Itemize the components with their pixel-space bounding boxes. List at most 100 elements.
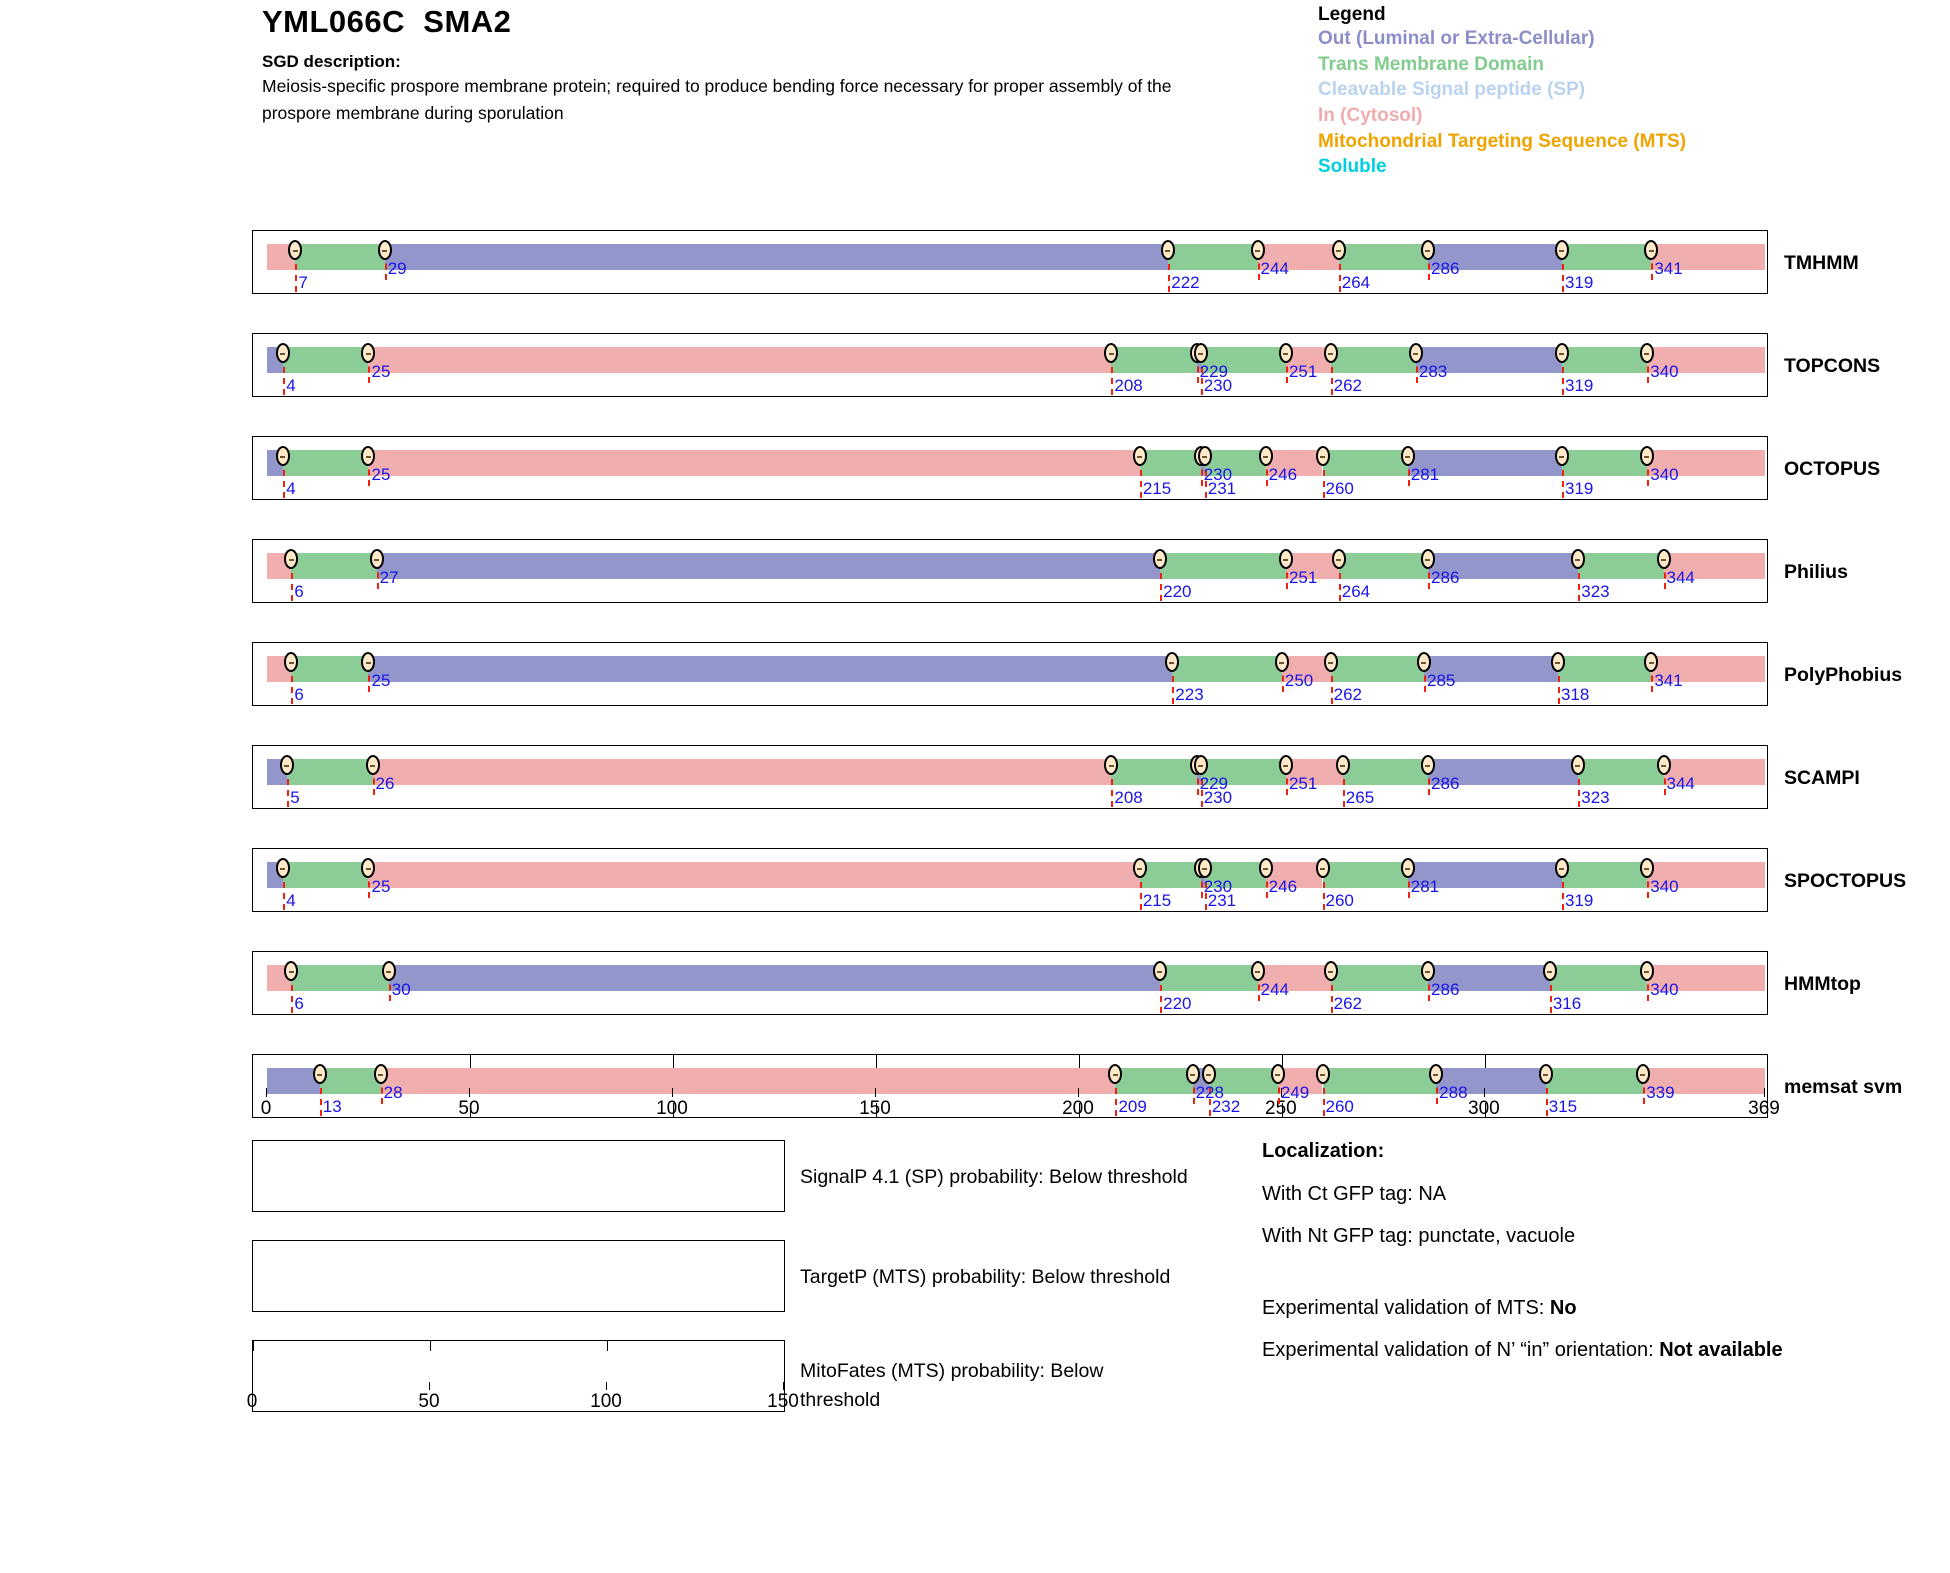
boundary-marker[interactable] — [1193, 343, 1208, 363]
boundary-marker[interactable] — [1315, 446, 1330, 466]
boundary-label: 340 — [1650, 362, 1679, 381]
boundary-marker[interactable] — [1185, 1064, 1200, 1084]
boundary-marker[interactable] — [1201, 1064, 1216, 1084]
boundary-marker[interactable] — [1421, 240, 1436, 260]
boundary-marker[interactable] — [1335, 755, 1350, 775]
boundary-marker[interactable] — [1408, 343, 1423, 363]
boundary-marker[interactable] — [1258, 446, 1273, 466]
boundary-marker[interactable] — [1400, 446, 1415, 466]
boundary-marker[interactable] — [1571, 549, 1586, 569]
boundary-marker[interactable] — [1331, 240, 1346, 260]
track-plot-area[interactable]: 4 25 215 230 231 246 260 281 319 340 — [252, 848, 1768, 912]
boundary-marker[interactable] — [1153, 961, 1168, 981]
boundary-marker[interactable] — [1429, 1064, 1444, 1084]
boundary-marker[interactable] — [1400, 858, 1415, 878]
boundary-tick-line — [1428, 253, 1431, 280]
segment-tm — [1342, 759, 1429, 785]
probability-plot-3[interactable] — [252, 1340, 785, 1412]
boundary-marker[interactable] — [1555, 858, 1570, 878]
boundary-marker[interactable] — [1315, 858, 1330, 878]
boundary-marker[interactable] — [284, 549, 299, 569]
boundary-marker[interactable] — [1421, 549, 1436, 569]
track-plot-area[interactable]: 6 25 223 250 262 285 318 341 — [252, 642, 1768, 706]
boundary-marker[interactable] — [1542, 961, 1557, 981]
boundary-marker[interactable] — [361, 858, 376, 878]
boundary-marker[interactable] — [1250, 961, 1265, 981]
boundary-marker[interactable] — [1538, 1064, 1553, 1084]
track-plot-area[interactable]: 4 25 215 230 231 246 260 281 319 340 — [252, 436, 1768, 500]
boundary-marker[interactable] — [284, 961, 299, 981]
boundary-marker[interactable] — [1161, 240, 1176, 260]
boundary-marker[interactable] — [1132, 858, 1147, 878]
boundary-marker[interactable] — [1153, 549, 1168, 569]
boundary-marker[interactable] — [276, 858, 291, 878]
boundary-marker[interactable] — [1640, 858, 1655, 878]
boundary-marker[interactable] — [276, 343, 291, 363]
track-row: 13 28 209 228 232 249 260 288 315 339 memsat svm — [252, 1054, 1902, 1118]
boundary-marker[interactable] — [1323, 961, 1338, 981]
boundary-marker[interactable] — [1636, 1064, 1651, 1084]
boundary-marker[interactable] — [280, 755, 295, 775]
boundary-label: 286 — [1431, 568, 1460, 587]
boundary-marker[interactable] — [1656, 549, 1671, 569]
boundary-marker[interactable] — [1315, 1064, 1330, 1084]
boundary-marker[interactable] — [1270, 1064, 1285, 1084]
boundary-marker[interactable] — [284, 652, 299, 672]
boundary-marker[interactable] — [1555, 343, 1570, 363]
boundary-marker[interactable] — [1323, 652, 1338, 672]
boundary-marker[interactable] — [1640, 961, 1655, 981]
boundary-marker[interactable] — [1640, 446, 1655, 466]
boundary-marker[interactable] — [1278, 549, 1293, 569]
boundary-marker[interactable] — [1644, 240, 1659, 260]
boundary-label: 230 — [1203, 376, 1233, 395]
boundary-marker[interactable] — [1644, 652, 1659, 672]
boundary-marker[interactable] — [1197, 446, 1212, 466]
track-plot-area[interactable]: 13 28 209 228 232 249 260 288 315 339 — [252, 1054, 1768, 1118]
boundary-tick-line — [1423, 665, 1426, 692]
boundary-marker[interactable] — [1656, 755, 1671, 775]
track-plot-area[interactable]: 6 30 220 244 262 286 316 340 — [252, 951, 1768, 1015]
boundary-marker[interactable] — [377, 240, 392, 260]
boundary-marker[interactable] — [312, 1064, 327, 1084]
boundary-marker[interactable] — [361, 446, 376, 466]
track-plot-area[interactable]: 4 25 208 229 230 251 262 283 319 340 — [252, 333, 1768, 397]
boundary-marker[interactable] — [276, 446, 291, 466]
boundary-marker[interactable] — [1278, 343, 1293, 363]
track-plot-area[interactable]: 6 27 220 251 264 286 323 344 — [252, 539, 1768, 603]
track-plot-area[interactable]: 5 26 208 229 230 251 265 286 323 344 — [252, 745, 1768, 809]
boundary-marker[interactable] — [373, 1064, 388, 1084]
probability-plot-2[interactable] — [252, 1240, 785, 1312]
boundary-marker[interactable] — [1640, 343, 1655, 363]
boundary-marker[interactable] — [1274, 652, 1289, 672]
boundary-marker[interactable] — [369, 549, 384, 569]
boundary-marker[interactable] — [1104, 755, 1119, 775]
boundary-marker[interactable] — [1571, 755, 1586, 775]
probability-plot-1[interactable] — [252, 1140, 785, 1212]
boundary-marker[interactable] — [1416, 652, 1431, 672]
boundary-marker[interactable] — [381, 961, 396, 981]
boundary-marker[interactable] — [1421, 755, 1436, 775]
axis-tick-label: 369 — [1748, 1098, 1780, 1119]
boundary-marker[interactable] — [1197, 858, 1212, 878]
boundary-marker[interactable] — [1555, 446, 1570, 466]
boundary-marker[interactable] — [1555, 240, 1570, 260]
boundary-marker[interactable] — [361, 652, 376, 672]
boundary-label: 319 — [1565, 891, 1594, 910]
boundary-marker[interactable] — [1421, 961, 1436, 981]
boundary-marker[interactable] — [1104, 343, 1119, 363]
track-plot-area[interactable]: 7 29 222 244 264 286 319 341 — [252, 230, 1768, 294]
boundary-marker[interactable] — [1331, 549, 1346, 569]
boundary-marker[interactable] — [361, 343, 376, 363]
boundary-marker[interactable] — [1250, 240, 1265, 260]
probability-axis-tick — [252, 1382, 253, 1390]
boundary-marker[interactable] — [1132, 446, 1147, 466]
boundary-marker[interactable] — [1550, 652, 1565, 672]
boundary-marker[interactable] — [1323, 343, 1338, 363]
boundary-marker[interactable] — [288, 240, 303, 260]
boundary-marker[interactable] — [1108, 1064, 1123, 1084]
boundary-marker[interactable] — [1165, 652, 1180, 672]
boundary-marker[interactable] — [365, 755, 380, 775]
boundary-marker[interactable] — [1258, 858, 1273, 878]
boundary-marker[interactable] — [1278, 755, 1293, 775]
boundary-marker[interactable] — [1193, 755, 1208, 775]
